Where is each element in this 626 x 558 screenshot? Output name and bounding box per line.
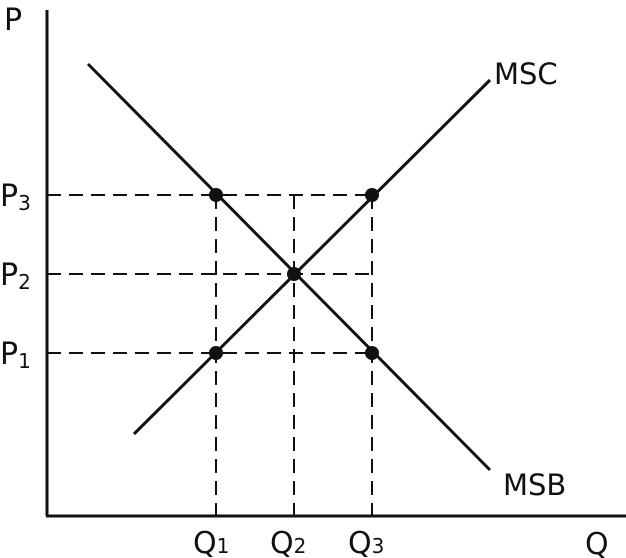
quantity-tick-q3: Q3 [348, 526, 384, 558]
msb-label: MSB [503, 468, 566, 502]
price-tick-p1: P1 [0, 337, 31, 373]
price-tick-p2: P2 [0, 258, 31, 294]
point-q1-p1 [209, 346, 223, 360]
point-q3-p1 [365, 346, 379, 360]
point-q3-p3 [365, 188, 379, 202]
msc-curve [132, 78, 492, 436]
point-q1-p3 [209, 188, 223, 202]
msc-label: MSC [494, 57, 558, 91]
point-q2-p2 [287, 267, 301, 281]
msb-curve [86, 62, 492, 472]
x-axis-label: Q [585, 527, 609, 558]
y-axis-label: P [4, 3, 22, 38]
price-tick-p3: P3 [0, 179, 31, 215]
quantity-tick-q1: Q1 [193, 526, 229, 558]
points [209, 188, 379, 360]
quantity-tick-q2: Q2 [270, 526, 306, 558]
